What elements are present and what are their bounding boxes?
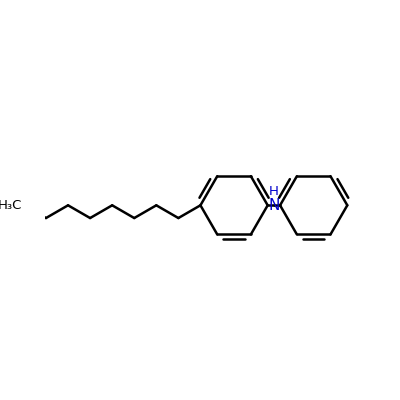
Text: H: H (269, 185, 279, 198)
Text: N: N (268, 198, 280, 213)
Text: H₃C: H₃C (0, 199, 22, 212)
